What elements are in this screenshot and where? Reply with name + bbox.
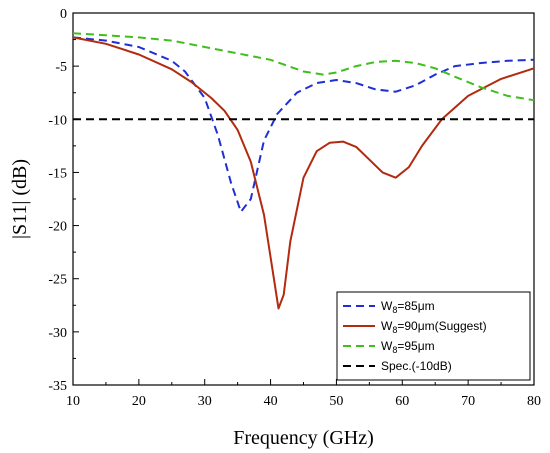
legend-label-3: Spec.(-10dB)	[381, 359, 452, 373]
legend-label-1: W8=90μm(Suggest)	[381, 319, 487, 335]
x-tick-label: 10	[66, 394, 80, 409]
y-tick-label: 0	[60, 7, 67, 22]
x-tick-label: 20	[132, 394, 146, 409]
x-axis-title: Frequency (GHz)	[233, 427, 374, 449]
x-tick-label: 40	[264, 394, 278, 409]
legend: W8=85μm W8=90μm(Suggest) W8=95μm Spec.(-10d…	[336, 291, 531, 381]
y-tick-label: -20	[48, 220, 67, 235]
axis-ticks: 10 20 30 40 50 60 70 80 0 -5 -10 -15 -20 -25 -30 -35	[48, 7, 541, 409]
x-tick-label: 80	[527, 394, 541, 409]
series-line-1	[72, 36, 535, 310]
y-tick-label: -25	[48, 273, 67, 288]
y-tick-label: -15	[48, 166, 67, 181]
legend-label-0: W8=85μm	[381, 299, 435, 315]
series-group	[72, 32, 535, 310]
series-line-0	[72, 36, 535, 213]
y-tick-label: -35	[48, 379, 67, 394]
x-tick-label: 70	[461, 394, 475, 409]
x-tick-label: 50	[329, 394, 343, 409]
series-line-2	[72, 32, 535, 102]
y-tick-label: -30	[48, 326, 67, 341]
legend-label-2: W8=95μm	[381, 339, 435, 355]
y-tick-label: -5	[55, 60, 67, 75]
x-tick-label: 30	[198, 394, 212, 409]
y-axis-title: |S11| (dB)	[9, 159, 31, 239]
y-tick-label: -10	[48, 113, 67, 128]
x-tick-label: 60	[395, 394, 409, 409]
